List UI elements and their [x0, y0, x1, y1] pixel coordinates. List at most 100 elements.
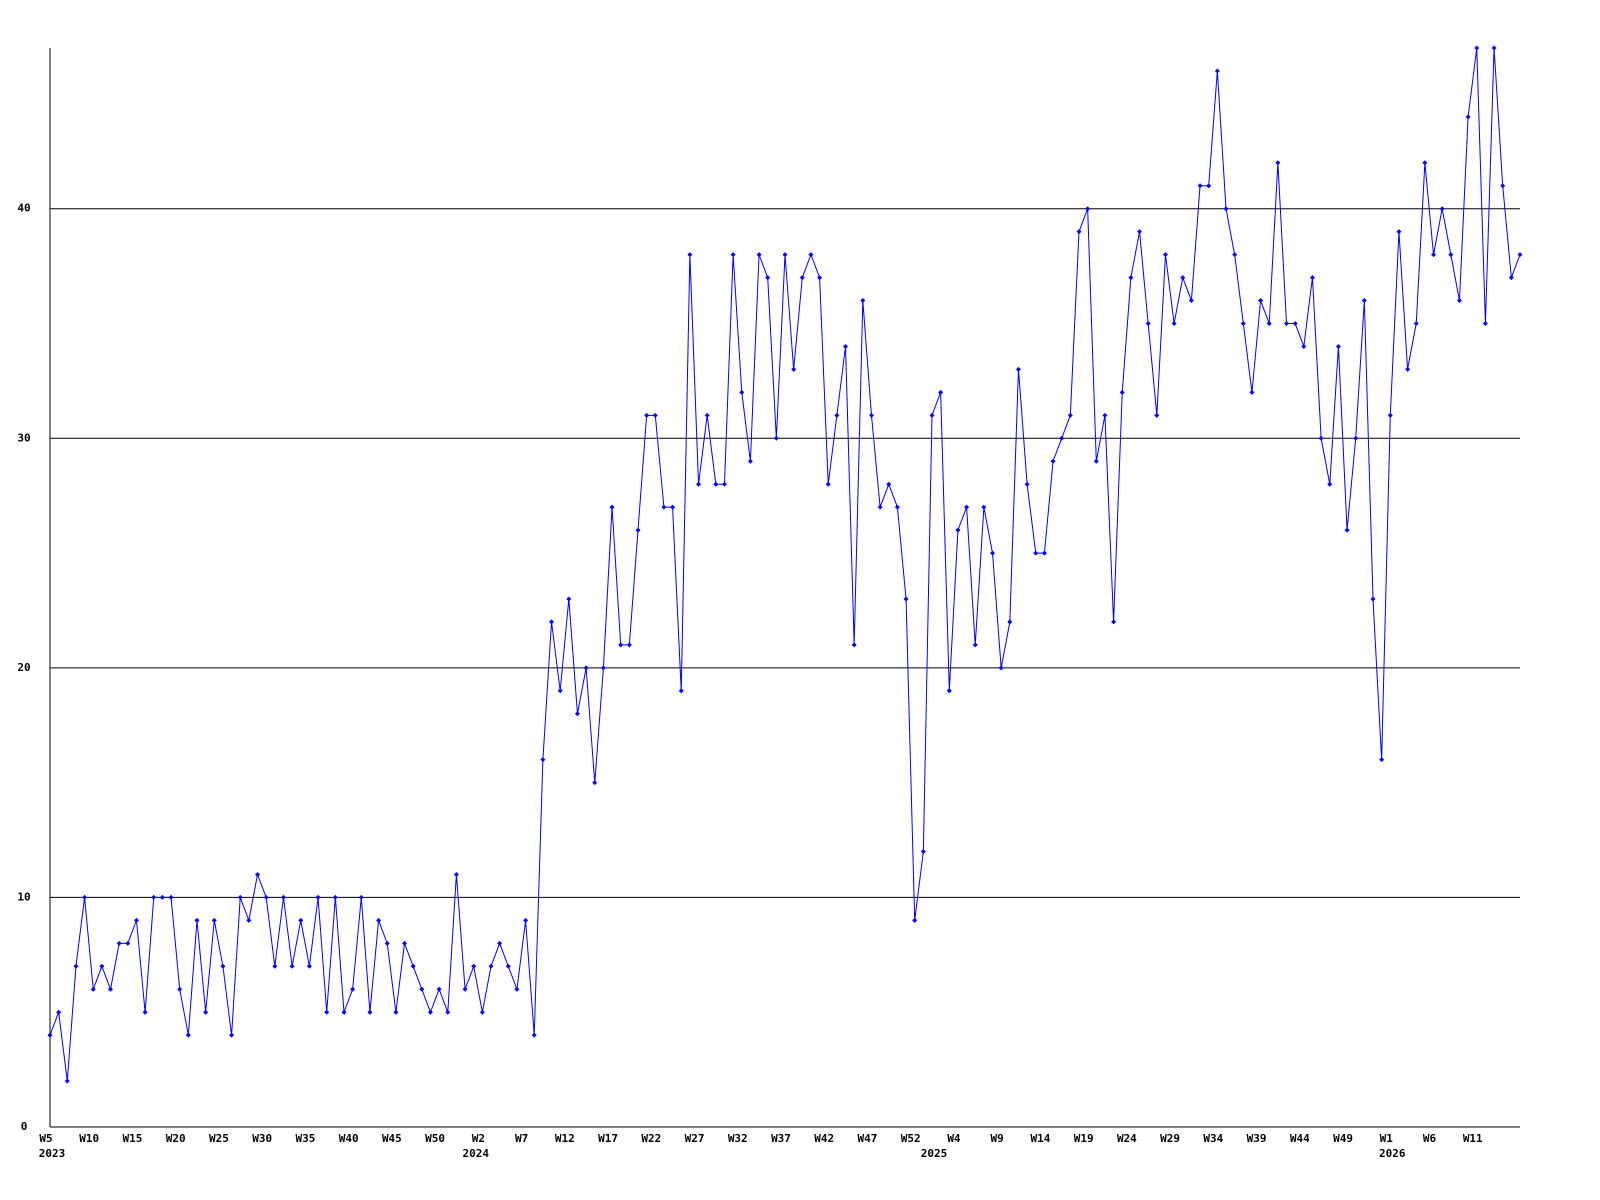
point — [1249, 389, 1255, 395]
point — [108, 986, 114, 992]
point — [1465, 114, 1471, 120]
point — [1353, 435, 1359, 441]
point — [125, 940, 131, 946]
point — [938, 389, 944, 395]
point — [453, 871, 459, 877]
point — [618, 642, 624, 648]
point — [998, 665, 1004, 671]
point — [203, 1009, 209, 1015]
point — [1214, 68, 1220, 74]
x-year-label: 2025 — [921, 1147, 948, 1160]
point — [1076, 229, 1082, 235]
point — [1024, 481, 1030, 487]
point — [1119, 389, 1125, 395]
point — [557, 688, 563, 694]
point — [1309, 275, 1315, 281]
x-year-label: 2024 — [462, 1147, 489, 1160]
point — [1128, 275, 1134, 281]
point — [765, 275, 771, 281]
point — [860, 298, 866, 304]
point — [1067, 412, 1073, 418]
point — [600, 665, 606, 671]
point — [1517, 252, 1523, 258]
point — [1448, 252, 1454, 258]
point — [903, 596, 909, 602]
x-tick-label: W29 — [1160, 1132, 1180, 1145]
x-tick-label: W44 — [1290, 1132, 1310, 1145]
point — [592, 780, 598, 786]
point — [1456, 298, 1462, 304]
point — [1335, 343, 1341, 349]
point — [376, 917, 382, 923]
point — [1508, 275, 1514, 281]
x-tick-label: W12 — [555, 1132, 575, 1145]
point — [1154, 412, 1160, 418]
point — [1482, 320, 1488, 326]
point — [886, 481, 892, 487]
x-tick-label: W22 — [641, 1132, 661, 1145]
point — [877, 504, 883, 510]
point — [808, 252, 814, 258]
point — [1137, 229, 1143, 235]
y-tick-label: 40 — [17, 202, 30, 215]
y-tick-label: 20 — [17, 661, 30, 674]
point — [756, 252, 762, 258]
point — [358, 894, 364, 900]
x-tick-label: W5 — [39, 1132, 52, 1145]
point — [652, 412, 658, 418]
x-tick-label: W49 — [1333, 1132, 1353, 1145]
point — [237, 894, 243, 900]
x-tick-label: W25 — [209, 1132, 229, 1145]
x-tick-label: W52 — [901, 1132, 921, 1145]
point — [549, 619, 555, 625]
point — [306, 963, 312, 969]
point — [713, 481, 719, 487]
point — [825, 481, 831, 487]
point — [229, 1032, 235, 1038]
point — [1370, 596, 1376, 602]
point — [332, 894, 338, 900]
point — [90, 986, 96, 992]
point — [574, 711, 580, 717]
point — [1188, 298, 1194, 304]
point — [834, 412, 840, 418]
point — [73, 963, 79, 969]
y-tick-label: 0 — [21, 1120, 28, 1133]
point — [497, 940, 503, 946]
point — [505, 963, 511, 969]
point — [280, 894, 286, 900]
point — [1145, 320, 1151, 326]
x-tick-label: W20 — [166, 1132, 186, 1145]
point — [644, 412, 650, 418]
point — [955, 527, 961, 533]
point — [263, 894, 269, 900]
point — [1431, 252, 1437, 258]
point — [1413, 320, 1419, 326]
point — [427, 1009, 433, 1015]
point — [1266, 320, 1272, 326]
point — [1396, 229, 1402, 235]
point — [981, 504, 987, 510]
point — [1162, 252, 1168, 258]
point — [116, 940, 122, 946]
point — [531, 1032, 537, 1038]
point — [730, 252, 736, 258]
point — [1050, 458, 1056, 464]
point — [1301, 343, 1307, 349]
point — [393, 1009, 399, 1015]
point — [64, 1078, 70, 1084]
point — [82, 894, 88, 900]
point — [912, 917, 918, 923]
x-tick-label: W40 — [339, 1132, 359, 1145]
point — [471, 963, 477, 969]
point — [946, 688, 952, 694]
point — [246, 917, 252, 923]
point — [566, 596, 572, 602]
point — [479, 1009, 485, 1015]
x-tick-label: W14 — [1030, 1132, 1050, 1145]
point — [739, 389, 745, 395]
point — [488, 963, 494, 969]
x-tick-label: W47 — [858, 1132, 878, 1145]
point — [1327, 481, 1333, 487]
point — [1379, 757, 1385, 763]
